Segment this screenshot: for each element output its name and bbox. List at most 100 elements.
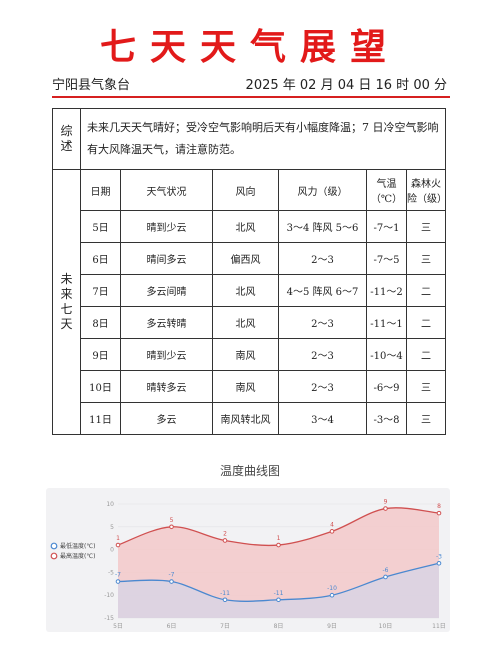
data-point: [383, 506, 388, 511]
issuing-office: 宁阳县气象台: [52, 78, 131, 93]
data-label: -3: [436, 553, 442, 560]
cell-wind-dir: 北风: [212, 274, 279, 307]
cell-weather: 晴到少云: [120, 338, 213, 371]
x-tick-label: 6日: [167, 623, 177, 630]
table-row: 7日 多云间晴 北风 4～5 阵风 6～7 -11～2 二: [53, 274, 447, 307]
cell-temp: -11～2: [366, 274, 407, 307]
cell-fire: 三: [405, 242, 447, 275]
header-divider: [52, 96, 450, 98]
forecast-table: 综述 未来几天天气晴好；受冷空气影响明后天有小幅度降温；7 日冷空气影响有大风降…: [52, 108, 447, 435]
cell-wind-force: 4～5 阵风 6～7: [278, 274, 367, 307]
cell-wind-force: 2～3: [278, 370, 367, 403]
table-row: 10日 晴转多云 南风 2～3 -6～9 三: [53, 370, 447, 403]
cell-weather: 多云: [120, 402, 213, 435]
cell-wind-dir: 北风: [212, 210, 279, 243]
cell-weather: 多云间晴: [120, 274, 213, 307]
chart-caption: 温度曲线图: [219, 464, 280, 478]
data-point: [222, 597, 228, 603]
cell-date: 9日: [80, 338, 121, 371]
summary-label: 综述: [52, 108, 81, 170]
cell-weather: 晴间多云: [120, 242, 213, 275]
x-tick-label: 11日: [432, 623, 446, 630]
data-point: [383, 574, 388, 580]
cell-date: 5日: [80, 210, 121, 243]
cell-date: 6日: [80, 242, 121, 275]
data-point: [276, 542, 281, 548]
x-tick-label: 10日: [379, 623, 393, 630]
data-label: -6: [383, 567, 389, 574]
table-row: 6日 晴间多云 偏西风 2～3 -7～5 三: [53, 242, 447, 275]
page-title: 七天天气展望: [99, 26, 400, 68]
cell-wind-dir: 南风: [212, 370, 279, 403]
cell-wind-dir: 南风: [212, 338, 279, 371]
col-header-fire: 森林火险（级）: [405, 169, 447, 211]
y-tick-label: 0: [110, 547, 114, 554]
y-tick-label: 10: [106, 501, 114, 508]
series-area: [118, 563, 439, 618]
col-header-temp: 气温（℃）: [366, 169, 407, 211]
cell-weather: 多云转晴: [120, 306, 213, 339]
cell-temp: -7～1: [366, 210, 407, 243]
y-tick-label: -10: [104, 592, 114, 599]
cell-wind-force: 2～3: [278, 242, 367, 275]
cell-fire: 三: [405, 370, 447, 403]
data-label: -11: [274, 590, 284, 597]
cell-date: 8日: [80, 306, 121, 339]
cell-temp: -3～8: [366, 402, 407, 435]
cell-wind-force: 3～4: [278, 402, 367, 435]
legend-label: 最低温度(℃): [60, 542, 95, 550]
data-label: 8: [437, 503, 441, 510]
y-tick-label: -5: [108, 569, 114, 576]
cell-wind-dir: 偏西风: [212, 242, 279, 275]
table-row: 11日 多云 南风转北风 3～4 -3～8 三: [53, 402, 447, 435]
x-tick-label: 8日: [274, 623, 284, 630]
cell-temp: -10～4: [366, 338, 407, 371]
data-label: -7: [169, 572, 175, 579]
y-tick-label: 5: [110, 524, 114, 531]
data-label: -10: [327, 585, 337, 592]
subheader: 宁阳县气象台 2025 年 02 月 04 日 16 时 00 分: [52, 74, 447, 94]
y-tick-label: -15: [104, 615, 114, 622]
data-point: [169, 579, 174, 584]
data-point: [329, 529, 335, 534]
data-label: 5: [170, 517, 174, 524]
cell-date: 7日: [80, 274, 121, 307]
col-header-wind-force: 风力（级）: [278, 169, 367, 211]
data-point: [436, 560, 442, 566]
cell-temp: -11～1: [366, 306, 407, 339]
cell-weather: 晴到少云: [120, 210, 213, 243]
cell-date: 11日: [80, 402, 121, 435]
forecast-side-label: 未来七天: [52, 169, 81, 435]
data-point: [436, 510, 442, 516]
cell-wind-dir: 北风: [212, 306, 279, 339]
cell-date: 10日: [80, 370, 121, 403]
data-point: [276, 597, 281, 603]
col-header-weather: 天气状况: [120, 169, 213, 211]
data-point: [115, 542, 121, 548]
data-point: [115, 579, 121, 584]
cell-fire: 二: [405, 274, 447, 307]
data-label: 2: [223, 530, 227, 537]
cell-weather: 晴转多云: [120, 370, 213, 403]
cell-wind-force: 2～3: [278, 306, 367, 339]
x-tick-label: 7日: [220, 623, 230, 630]
table-row: 8日 多云转晴 北风 2～3 -11～1 二: [53, 306, 447, 339]
x-tick-label: 5日: [113, 623, 123, 630]
issue-time: 2025 年 02 月 04 日 16 时 00 分: [245, 78, 447, 93]
legend-marker: [50, 542, 58, 550]
summary-text: 未来几天天气晴好；受冷空气影响明后天有小幅度降温；7 日冷空气影响有大风降温天气…: [79, 108, 447, 170]
cell-wind-dir: 南风转北风: [212, 402, 279, 435]
data-point: [329, 592, 335, 598]
data-label: 1: [116, 535, 120, 542]
cell-fire: 三: [405, 210, 447, 243]
cell-temp: -7～5: [366, 242, 407, 275]
data-label: -11: [220, 590, 230, 597]
data-label: 4: [330, 521, 334, 528]
data-point: [169, 524, 174, 530]
cell-fire: 三: [405, 402, 447, 435]
data-label: -7: [115, 572, 121, 579]
data-label: 1: [277, 535, 281, 542]
x-tick-label: 9日: [327, 623, 337, 630]
cell-temp: -6～9: [366, 370, 407, 403]
